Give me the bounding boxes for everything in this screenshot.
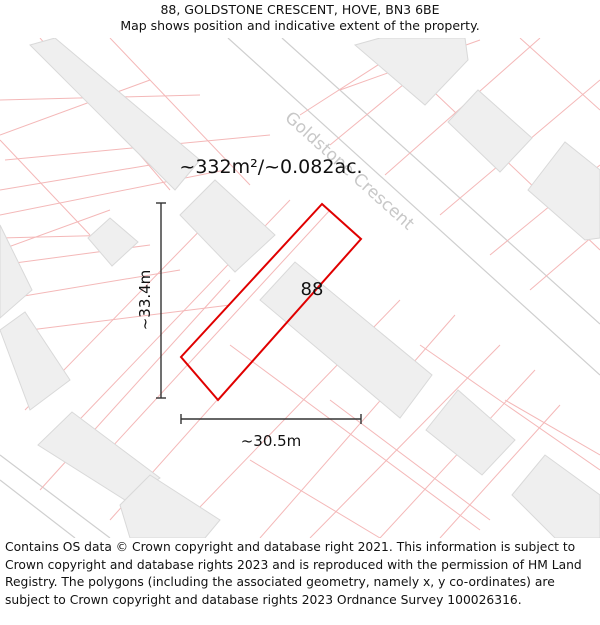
width-dimension (180, 414, 362, 424)
map-area[interactable]: Goldstone Crescent 88 ~332m²/~0.082ac. ~… (0, 38, 600, 538)
area-label: ~332m²/~0.082ac. (179, 156, 362, 178)
width-dimension-label: ~30.5m (241, 432, 302, 450)
map-subtitle: Map shows position and indicative extent… (120, 18, 480, 33)
attribution-text: Contains OS data © Crown copyright and d… (5, 540, 582, 607)
map-canvas[interactable]: Goldstone Crescent 88 ~332m²/~0.082ac. ~… (0, 38, 600, 538)
property-address-title: 88, GOLDSTONE CRESCENT, HOVE, BN3 6BE (160, 2, 440, 17)
house-number-label: 88 (301, 279, 324, 300)
road-edges (0, 38, 600, 538)
map-header: 88, GOLDSTONE CRESCENT, HOVE, BN3 6BE Ma… (0, 0, 600, 38)
height-dimension (156, 202, 166, 399)
buildings (0, 38, 600, 538)
height-dimension-label: ~33.4m (136, 270, 154, 331)
property-boundary[interactable] (179, 202, 363, 402)
